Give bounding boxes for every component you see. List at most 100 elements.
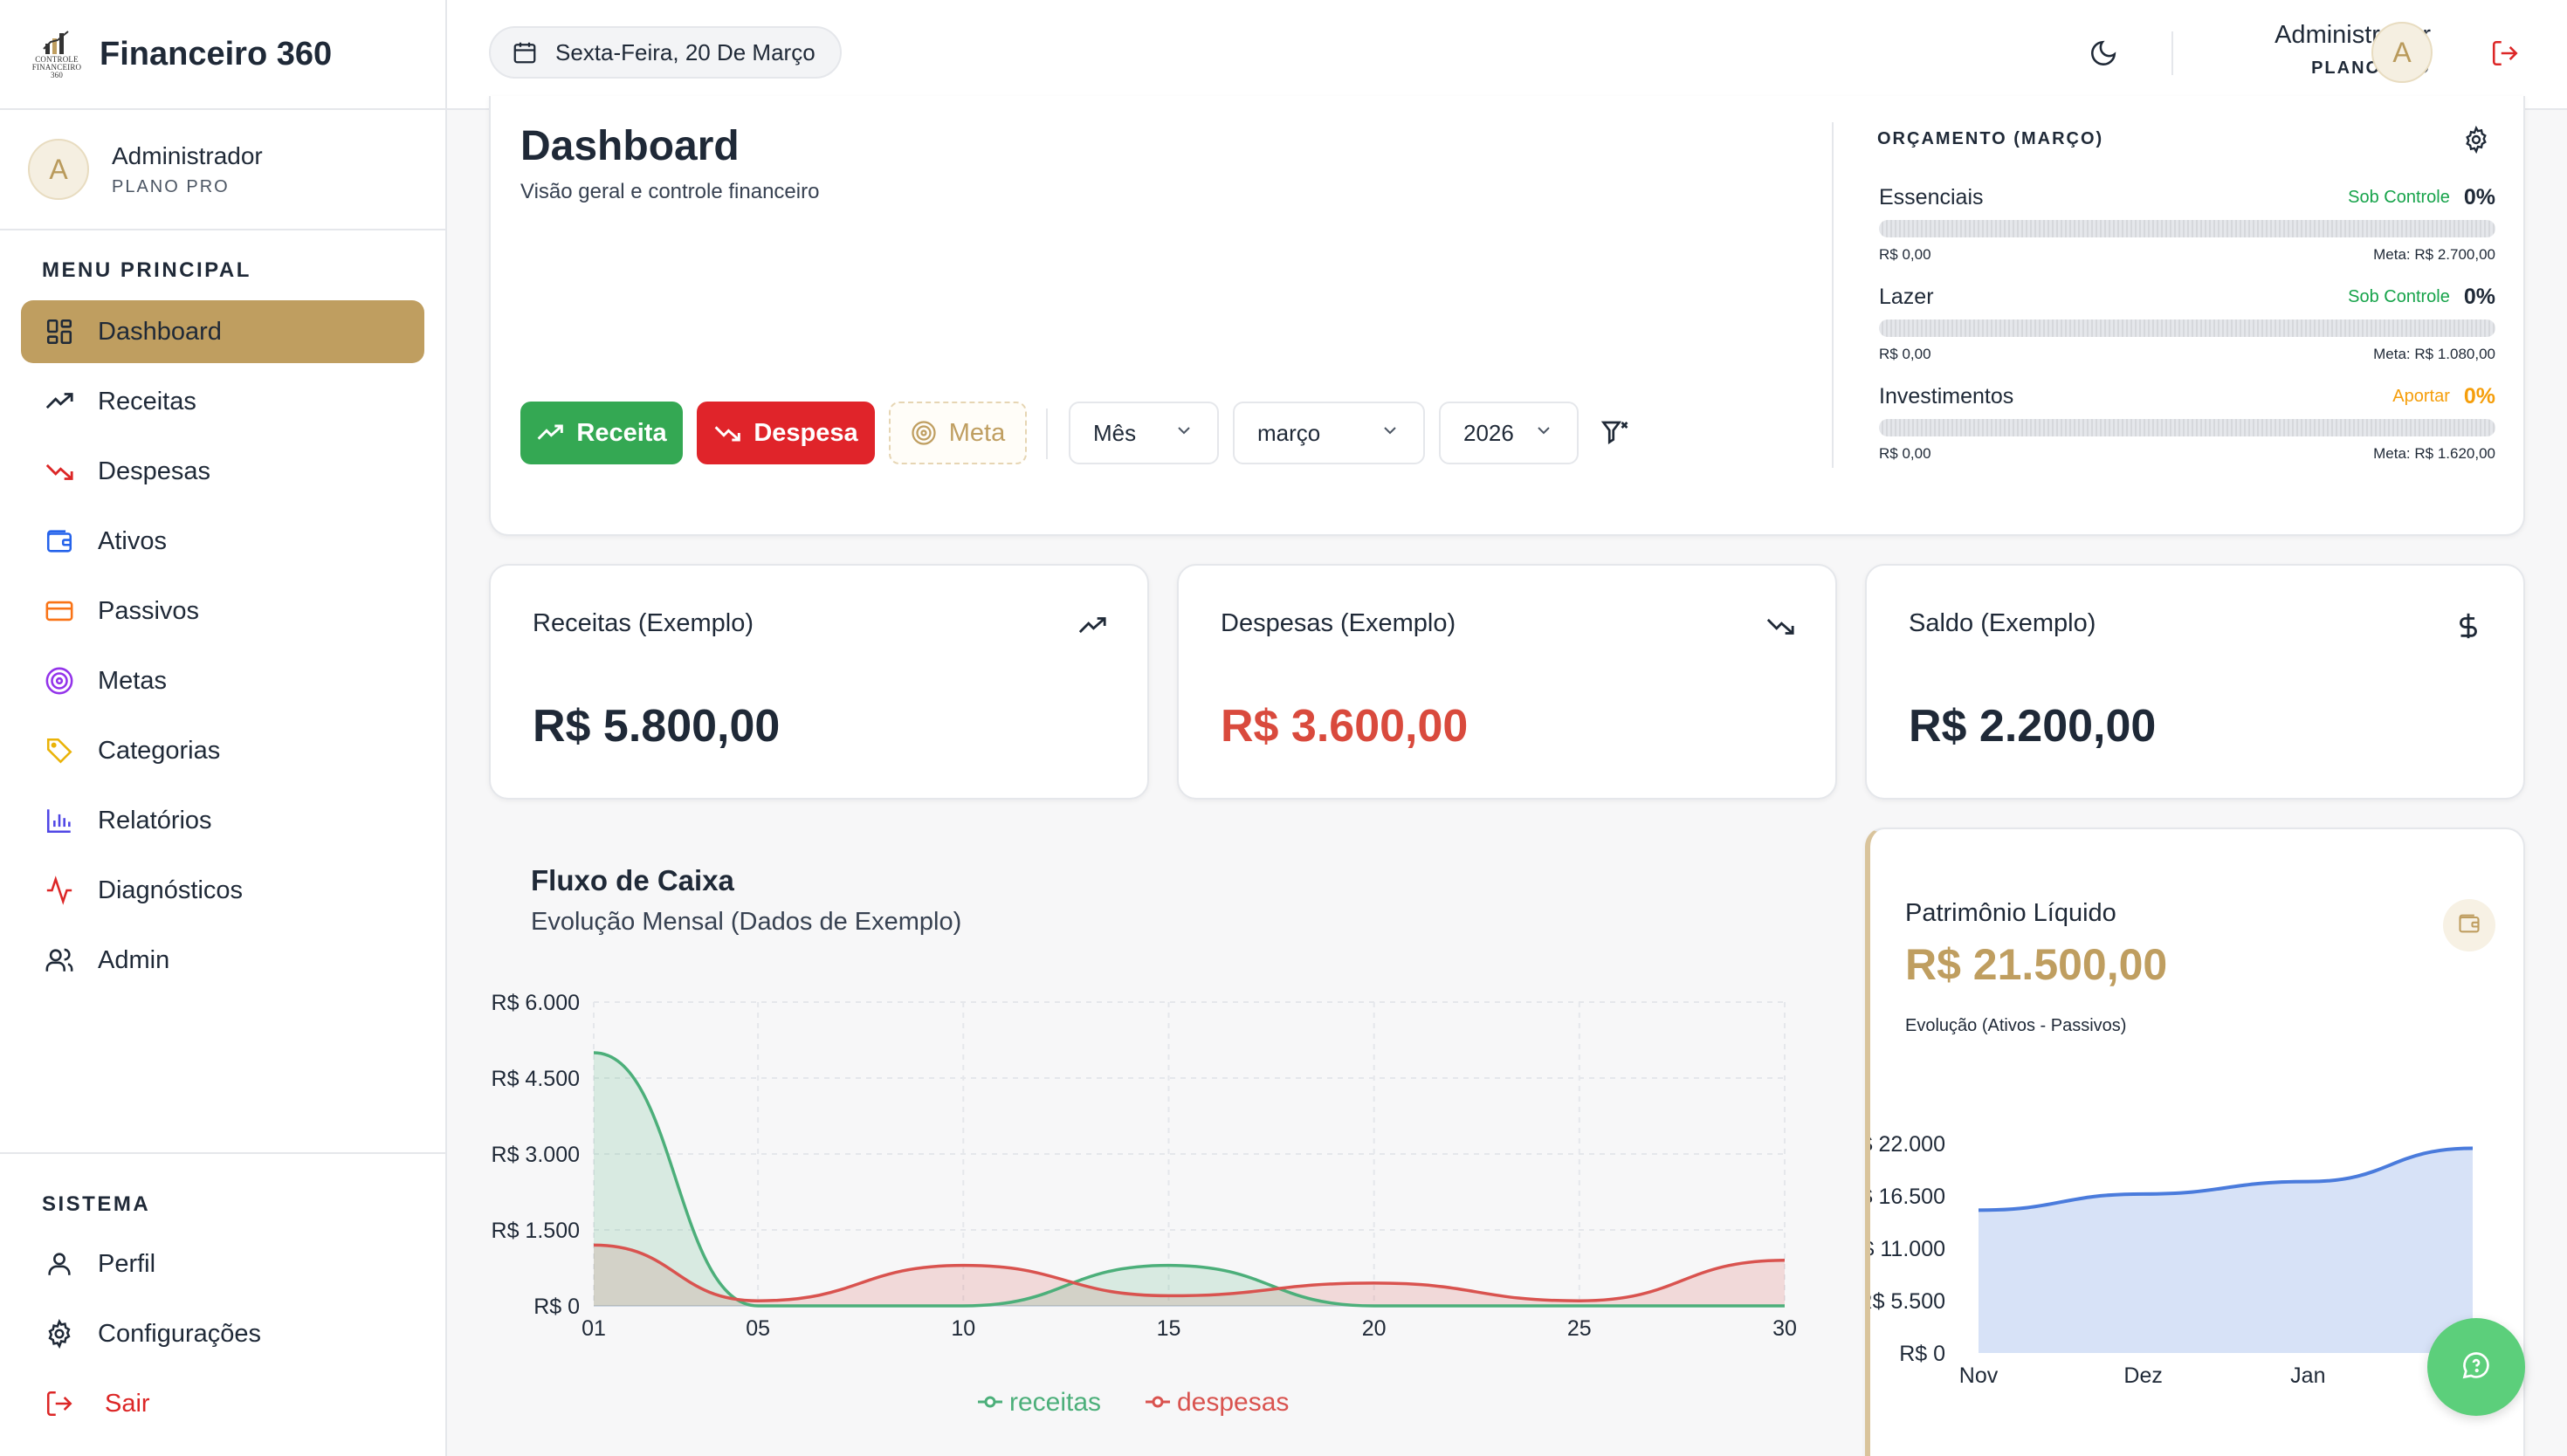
sidebar-user-card[interactable]: A Administrador PLANO PRO [0, 110, 445, 230]
gear-icon [2462, 125, 2490, 157]
x-tick-label: 25 [1567, 1316, 1592, 1341]
current-date: Sexta-Feira, 20 De Março [555, 38, 816, 65]
page-subtitle: Visão geral e controle financeiro [520, 180, 820, 203]
sidebar-item-admin[interactable]: Admin [21, 929, 424, 992]
sidebar-item-categorias[interactable]: Categorias [21, 719, 424, 782]
menu-section-title: MENU PRINCIPAL [42, 258, 251, 282]
sidebar-item-label: Configurações [98, 1319, 261, 1348]
patrimonio-wallet-button[interactable] [2443, 899, 2495, 951]
budget-item-status: Aportar [2392, 386, 2450, 406]
sidebar-item-configuracoes[interactable]: Configurações [21, 1302, 424, 1365]
budget-item-spent: R$ 0,00 [1879, 346, 1931, 362]
patrimonio-value: R$ 21.500,00 [1905, 940, 2168, 989]
trending-up-icon [1077, 611, 1107, 645]
add-meta-button[interactable]: Meta [889, 402, 1027, 464]
sidebar-item-receitas[interactable]: Receitas [21, 370, 424, 433]
cashflow-subtitle: Evolução Mensal (Dados de Exemplo) [531, 908, 962, 936]
sidebar-item-despesas[interactable]: Despesas [21, 440, 424, 503]
patrimonio-line [1978, 1146, 2474, 1212]
sidebar-item-label: Ativos [98, 526, 167, 555]
activity-icon [42, 873, 77, 908]
sidebar-item-label: Categorias [98, 736, 221, 765]
divider [0, 1152, 445, 1154]
sidebar-item-diagnosticos[interactable]: Diagnósticos [21, 859, 424, 922]
period-select-value: Mês [1093, 419, 1137, 446]
x-tick-label: 05 [746, 1316, 770, 1341]
despesas-area [594, 1245, 1785, 1306]
brand[interactable]: CONTROLE FINANCEIRO 360 Financeiro 360 [0, 0, 445, 110]
stat-label: Saldo (Exemplo) [1909, 609, 2096, 637]
trending-down-icon [713, 419, 741, 447]
logo-text-2: FINANCEIRO [31, 62, 82, 72]
credit-card-icon [42, 594, 77, 628]
budget-settings-button[interactable] [2462, 125, 2490, 158]
add-despesa-button[interactable]: Despesa [697, 402, 875, 464]
x-tick-label: Jan [2290, 1363, 2325, 1388]
divider [2171, 31, 2173, 75]
moon-icon [2089, 38, 2118, 72]
period-select[interactable]: Mês [1069, 402, 1219, 464]
sidebar-item-sair[interactable]: Sair [21, 1372, 424, 1435]
divider [1046, 409, 1048, 459]
divider [1832, 122, 1834, 468]
budget-item-percent: 0% [2463, 184, 2495, 209]
sidebar-item-label: Passivos [98, 596, 200, 625]
budget-item-name: Essenciais [1879, 184, 1984, 209]
y-tick-label: R$ 11.000 [1870, 1237, 1945, 1261]
budget-item-goal: Meta: R$ 1.080,00 [2373, 346, 2495, 362]
bar-chart-icon [42, 803, 77, 838]
sidebar-item-metas[interactable]: Metas [21, 649, 424, 712]
month-select[interactable]: março [1233, 402, 1425, 464]
y-tick-label: R$ 16.500 [1870, 1185, 1945, 1209]
header-avatar[interactable]: A [2371, 22, 2433, 83]
budget-item-name: Investimentos [1879, 383, 2014, 409]
patrimonio-subtitle: Evolução (Ativos - Passivos) [1905, 1016, 2127, 1035]
sidebar-item-label: Dashboard [98, 317, 222, 346]
clear-filter-button[interactable] [1600, 417, 1631, 453]
gear-icon [42, 1316, 77, 1351]
sidebar-item-perfil[interactable]: Perfil [21, 1233, 424, 1295]
logout-button[interactable] [2490, 38, 2520, 72]
logout-icon [42, 1386, 77, 1421]
logo-text-3: 360 [50, 70, 64, 79]
sidebar-user-plan: PLANO PRO [112, 176, 230, 196]
receitas-line [593, 1051, 1785, 1308]
sidebar-item-dashboard[interactable]: Dashboard [21, 300, 424, 363]
year-select[interactable]: 2026 [1439, 402, 1579, 464]
budget-progress-bar [1879, 419, 2495, 436]
logo-text-1: CONTROLE [35, 54, 79, 64]
x-tick-label: 10 [951, 1316, 975, 1341]
date-pill[interactable]: Sexta-Feira, 20 De Março [489, 26, 842, 79]
brand-logo: CONTROLE FINANCEIRO 360 [26, 24, 87, 85]
add-receita-button[interactable]: Receita [520, 402, 683, 464]
budget-item-essenciais: Essenciais Sob Controle 0% R$ 0,00 Meta:… [1879, 183, 2495, 264]
sidebar-item-label: Perfil [98, 1249, 156, 1278]
budget-item-percent: 0% [2463, 284, 2495, 309]
tag-icon [42, 733, 77, 768]
patrimonio-card: Patrimônio Líquido R$ 21.500,00 Evolução… [1865, 828, 2525, 1456]
budget-item-status: Sob Controle [2348, 286, 2450, 306]
month-select-value: março [1257, 419, 1321, 446]
budget-title: ORÇAMENTO (MARÇO) [1877, 129, 2104, 148]
button-label: Meta [948, 418, 1006, 447]
cashflow-chart: R$ 0 R$ 1.500 R$ 3.000 R$ 4.500 R$ 6.000 01 05… [492, 991, 1797, 1417]
stat-card-saldo: Saldo (Exemplo) R$ 2.200,00 [1865, 564, 2525, 800]
trending-down-icon [42, 454, 77, 489]
avatar: A [28, 139, 89, 200]
users-icon [42, 943, 77, 978]
sidebar-item-passivos[interactable]: Passivos [21, 580, 424, 642]
x-tick-label: 15 [1157, 1316, 1181, 1341]
y-tick-label: R$ 3.000 [492, 1143, 580, 1167]
stat-label: Receitas (Exemplo) [533, 609, 754, 637]
budget-item-lazer: Lazer Sob Controle 0% R$ 0,00 Meta: R$ 1… [1879, 283, 2495, 363]
x-tick-label: 30 [1772, 1316, 1797, 1341]
calendar-icon [512, 39, 538, 65]
receitas-area [594, 1053, 1785, 1306]
sidebar-item-relatorios[interactable]: Relatórios [21, 789, 424, 852]
chat-help-button[interactable] [2427, 1318, 2525, 1416]
budget-item-name: Lazer [1879, 284, 1934, 309]
sidebar-item-ativos[interactable]: Ativos [21, 510, 424, 573]
legend-marker [1152, 1396, 1164, 1408]
theme-toggle-button[interactable] [2089, 38, 2118, 72]
wallet-icon [2457, 911, 2481, 940]
